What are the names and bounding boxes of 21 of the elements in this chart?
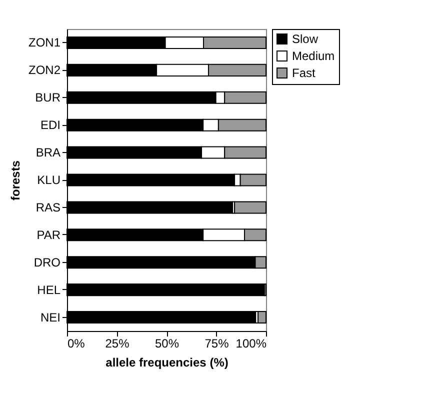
y-axis-title: forests [8, 160, 22, 201]
y-tick-label: HEL [37, 282, 61, 297]
y-tick-label: DRO [34, 255, 60, 270]
y-tick-label: KLU [37, 173, 60, 187]
y-tick-label: PAR [36, 228, 61, 242]
y-tick-label: BUR [35, 90, 61, 105]
legend-label: Medium [292, 49, 335, 63]
y-tick-label: ZON1 [28, 36, 61, 50]
x-tick-label: 25% [105, 336, 130, 350]
legend-label: Slow [292, 32, 318, 46]
x-axis-title: allele frequencies (%) [106, 356, 228, 370]
y-tick-label: ZON2 [28, 63, 61, 78]
y-tick-label: RAS [36, 200, 60, 214]
legend-label: Fast [292, 66, 316, 80]
x-tick-label: 50% [154, 336, 180, 350]
x-tick-label: 100% [236, 336, 267, 350]
y-tick-label: NEI [40, 310, 60, 324]
y-tick-label: EDI [40, 118, 60, 132]
x-tick-label: 0% [68, 336, 86, 350]
y-tick-label: BRA [36, 146, 60, 160]
x-tick-label: 75% [204, 336, 230, 350]
